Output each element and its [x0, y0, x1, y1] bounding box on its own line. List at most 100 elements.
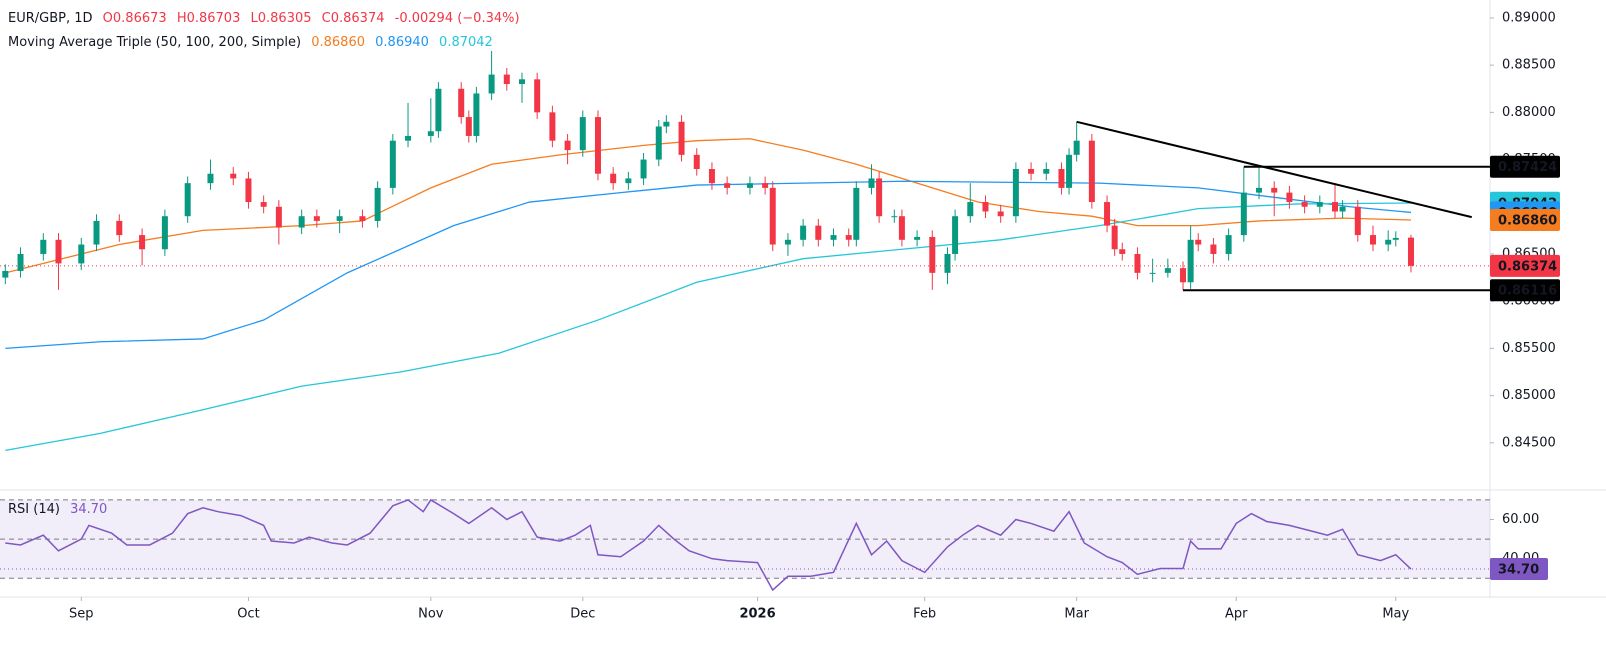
- price-tag: [1490, 254, 1560, 277]
- candle-body: [640, 159, 647, 179]
- candle-body: [1028, 168, 1035, 174]
- candle-body: [610, 173, 617, 184]
- rsi-band: [0, 499, 1490, 579]
- candle-body: [1407, 237, 1414, 266]
- candle-body: [876, 178, 883, 217]
- moving-average: [5, 138, 1411, 274]
- x-tick-label: Feb: [913, 607, 936, 622]
- candle-body: [313, 216, 320, 221]
- candle-body: [564, 140, 571, 151]
- symbol: EUR/GBP, 1D: [8, 11, 93, 26]
- candle-body: [1058, 168, 1065, 188]
- candle-body: [1256, 187, 1263, 193]
- x-tick-label: May: [1382, 607, 1409, 622]
- rsi-tag: [1490, 558, 1548, 581]
- candle-body: [929, 236, 936, 273]
- candle-body: [967, 202, 974, 217]
- y-tick-label: 0.88500: [1502, 58, 1556, 73]
- close: C0.86374: [321, 11, 385, 26]
- candle-body: [1111, 225, 1118, 250]
- price-tag: [1490, 279, 1560, 302]
- candle-body: [1134, 253, 1141, 273]
- low: L0.86305: [250, 11, 312, 26]
- candle-body: [1043, 168, 1050, 174]
- rsi-value: 34.70: [70, 502, 108, 517]
- x-tick-label: Apr: [1225, 607, 1248, 622]
- x-tick-label: Sep: [69, 607, 94, 622]
- candle-body: [944, 253, 951, 273]
- drawing-line: [1076, 120, 1472, 219]
- rsi-line: [5, 498, 1412, 592]
- candle-body: [427, 131, 434, 136]
- candle-body: [746, 183, 753, 188]
- candle-body: [1369, 235, 1376, 245]
- candle-body: [579, 117, 586, 151]
- candle-body: [1187, 239, 1194, 283]
- x-tick-label: 2026: [739, 607, 775, 622]
- rsi-legend: RSI (14) 34.70: [8, 502, 113, 517]
- y-tick-label: 0.88000: [1502, 105, 1556, 120]
- candle-body: [473, 93, 480, 136]
- candle-body: [625, 178, 632, 184]
- candle-body: [55, 239, 62, 264]
- price-tag: [1490, 208, 1560, 231]
- candle-body: [139, 235, 146, 250]
- candle-body: [997, 211, 1004, 217]
- candle-body: [184, 183, 191, 217]
- candle-body: [549, 112, 556, 141]
- candle-body: [1385, 239, 1392, 245]
- change: -0.00294 (−0.34%): [394, 11, 520, 26]
- candle-body: [161, 216, 168, 250]
- candle-body: [594, 117, 601, 174]
- candle-body: [275, 206, 282, 228]
- y-tick-label: 0.84500: [1502, 435, 1556, 450]
- y-tick-label: 0.89000: [1502, 10, 1556, 25]
- candle-body: [1301, 202, 1308, 207]
- candle-body: [898, 216, 905, 240]
- candle-body: [1012, 168, 1019, 217]
- candle-body: [914, 236, 921, 240]
- candle-body: [336, 216, 343, 221]
- candle-body: [1392, 237, 1399, 240]
- candle-body: [116, 220, 123, 236]
- ma-title: Moving Average Triple (50, 100, 200, Sim…: [8, 35, 302, 50]
- price-tag-label: 0.86374: [1498, 259, 1557, 274]
- candle-body: [1195, 239, 1202, 245]
- candle-body: [1104, 202, 1111, 226]
- candle-body: [982, 202, 989, 212]
- candle-body: [800, 225, 807, 240]
- candle-body: [1339, 206, 1346, 212]
- rsi-title: RSI (14): [8, 502, 60, 517]
- candle-body: [891, 216, 898, 218]
- candle-body: [1119, 249, 1126, 254]
- candle-body: [952, 216, 959, 254]
- candle-body: [1240, 192, 1247, 236]
- price-tag: [1490, 155, 1560, 178]
- candle-body: [374, 187, 381, 221]
- candle-body: [458, 88, 465, 118]
- y-tick-label: 0.85000: [1502, 388, 1556, 403]
- ma-legend: Moving Average Triple (50, 100, 200, Sim…: [8, 35, 499, 50]
- candle-body: [868, 178, 875, 188]
- moving-average: [5, 180, 1412, 350]
- candle-body: [784, 239, 791, 245]
- price-tag-label: 0.87424: [1498, 160, 1557, 175]
- candle-body: [708, 168, 715, 184]
- candle-body: [17, 253, 24, 271]
- candle-body: [435, 88, 442, 132]
- candle-body: [693, 154, 700, 169]
- candle-body: [1210, 244, 1217, 254]
- candle-body: [465, 117, 472, 136]
- symbol-header: EUR/GBP, 1D O0.86673 H0.86703 L0.86305 C…: [8, 11, 526, 26]
- candle-body: [815, 225, 822, 240]
- candle-body: [518, 79, 525, 85]
- candle-body: [769, 187, 776, 245]
- candle-body: [678, 121, 685, 155]
- candle-body: [830, 235, 837, 240]
- candle-body: [1316, 202, 1323, 207]
- candle-body: [1331, 202, 1338, 212]
- ma50: 0.86860: [311, 35, 365, 50]
- candle-body: [845, 235, 852, 240]
- candle-body: [260, 202, 267, 207]
- candle-body: [1073, 140, 1080, 155]
